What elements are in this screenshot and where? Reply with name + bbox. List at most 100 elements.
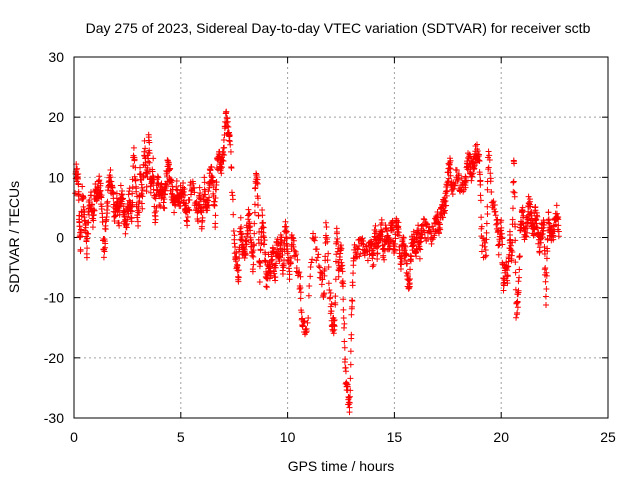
data-point	[516, 266, 523, 273]
data-point	[131, 156, 138, 163]
data-point	[536, 249, 543, 256]
data-point	[340, 314, 347, 321]
data-point	[246, 224, 253, 231]
data-point	[173, 178, 180, 185]
data-point	[237, 214, 244, 221]
data-point	[350, 270, 357, 277]
data-point	[118, 191, 125, 198]
data-point	[447, 172, 454, 179]
data-point	[137, 164, 144, 171]
data-point	[202, 191, 209, 198]
data-point	[477, 197, 484, 204]
data-point	[75, 191, 82, 198]
data-point	[419, 222, 426, 229]
data-point	[428, 240, 435, 247]
data-point	[398, 258, 405, 265]
data-point	[251, 209, 258, 216]
data-point	[506, 251, 513, 258]
data-point	[230, 211, 237, 218]
data-point	[142, 145, 149, 152]
data-point	[301, 318, 308, 325]
x-axis-label: GPS time / hours	[288, 458, 395, 474]
data-point	[92, 181, 99, 188]
data-point	[331, 323, 338, 330]
data-point	[525, 216, 532, 223]
data-point	[324, 257, 331, 264]
data-point	[512, 237, 519, 244]
data-point	[498, 224, 505, 231]
data-point	[334, 239, 341, 246]
data-point	[245, 216, 252, 223]
data-point	[230, 227, 237, 234]
data-point	[484, 186, 491, 193]
data-point	[167, 165, 174, 172]
x-tick-label: 0	[70, 429, 78, 445]
data-point	[374, 243, 381, 250]
data-point	[370, 261, 377, 268]
data-point	[421, 216, 428, 223]
data-point	[544, 245, 551, 252]
data-point	[88, 192, 95, 199]
data-point	[340, 306, 347, 313]
data-point	[140, 172, 147, 179]
data-point	[99, 219, 106, 226]
data-point	[392, 235, 399, 242]
data-point	[495, 251, 502, 258]
data-point	[117, 182, 124, 189]
data-point	[512, 269, 519, 276]
data-point	[146, 159, 153, 166]
data-point	[138, 190, 145, 197]
data-point	[342, 368, 349, 375]
data-point	[116, 222, 123, 229]
data-point	[119, 191, 126, 198]
y-tick-label: -30	[44, 410, 64, 426]
data-point	[214, 166, 221, 173]
data-point	[107, 167, 114, 173]
data-point	[407, 252, 414, 259]
data-point	[449, 191, 456, 198]
data-point	[533, 216, 540, 223]
data-point	[282, 218, 289, 225]
data-point	[484, 210, 491, 217]
data-point	[482, 239, 489, 246]
y-axis-label: SDTVAR / TECUs	[6, 181, 22, 293]
data-point	[348, 331, 355, 338]
data-point	[467, 153, 474, 160]
data-point	[381, 247, 388, 254]
data-point	[90, 211, 97, 218]
data-point	[250, 261, 257, 268]
data-point	[410, 242, 417, 249]
data-point	[321, 272, 328, 279]
data-point	[487, 170, 494, 177]
data-point	[297, 273, 304, 280]
data-point	[205, 188, 212, 195]
data-point	[246, 210, 253, 217]
data-point	[341, 338, 348, 345]
data-point	[78, 228, 85, 235]
data-point	[184, 213, 191, 220]
data-point	[187, 182, 194, 189]
data-point	[322, 219, 329, 226]
data-point	[339, 268, 346, 275]
data-point	[332, 293, 339, 300]
data-point	[324, 238, 331, 245]
data-point	[487, 175, 494, 182]
x-tick-label: 10	[280, 429, 296, 445]
data-point	[121, 208, 128, 215]
data-point	[139, 187, 146, 194]
data-point	[343, 380, 350, 387]
data-point	[346, 393, 353, 400]
data-point	[196, 201, 203, 208]
data-point	[97, 187, 104, 194]
data-point	[499, 241, 506, 248]
data-point	[509, 205, 516, 212]
data-point	[473, 141, 480, 148]
data-point	[250, 253, 257, 260]
data-point	[369, 255, 376, 262]
data-point	[126, 185, 133, 192]
data-point	[349, 279, 356, 286]
data-point	[263, 284, 270, 291]
data-point	[231, 232, 238, 239]
data-point	[336, 256, 343, 263]
data-point	[76, 223, 83, 230]
